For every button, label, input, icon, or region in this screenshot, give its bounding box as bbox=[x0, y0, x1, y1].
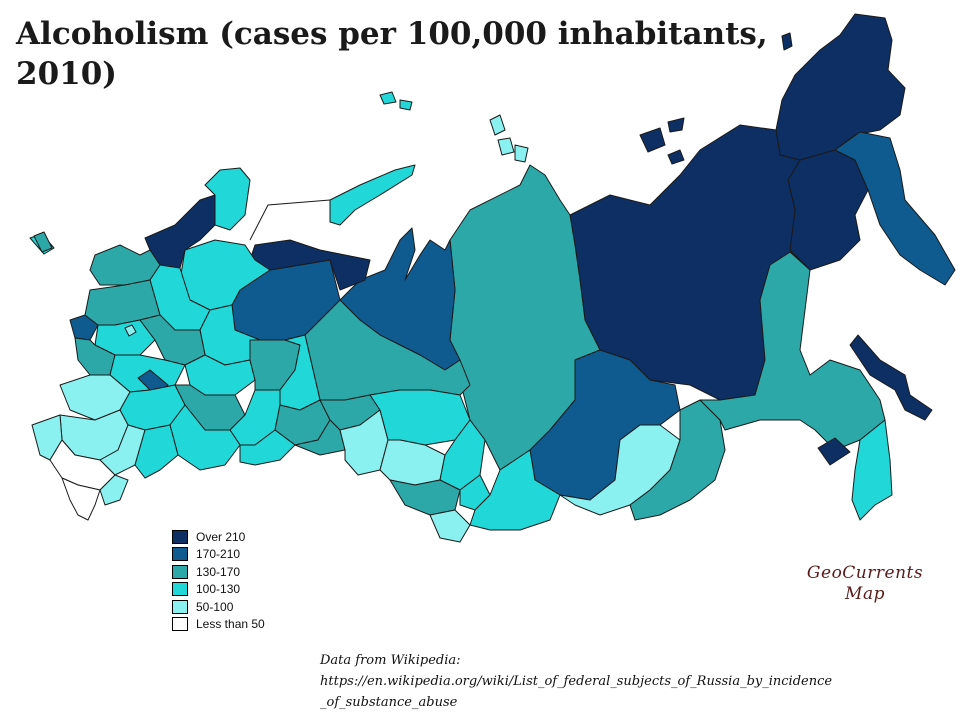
legend-row-less-than-50: Less than 50 bbox=[172, 616, 265, 634]
russia-map bbox=[29, 13, 956, 543]
map-title-line-2: 2010) bbox=[16, 56, 117, 92]
region-novosibirsk[interactable] bbox=[379, 439, 446, 486]
region-sakhalin[interactable] bbox=[849, 334, 933, 421]
source-url-line-2[interactable]: _of_substance_abuse bbox=[320, 695, 458, 710]
source-url-line-1[interactable]: https://en.wikipedia.org/wiki/List_of_fe… bbox=[320, 674, 833, 689]
legend-label: 170-210 bbox=[196, 547, 241, 562]
region-orenburg[interactable] bbox=[239, 429, 296, 466]
credit-line-2: Map bbox=[845, 584, 885, 604]
map-title-line-1: Alcoholism (cases per 100,000 inhabitant… bbox=[16, 16, 768, 52]
legend-row-100-130: 100-130 bbox=[172, 581, 265, 599]
region-north-caucasus[interactable] bbox=[61, 477, 101, 521]
legend-swatch bbox=[172, 564, 188, 579]
region-pskov[interactable] bbox=[69, 314, 99, 341]
source-line-1: Data from Wikipedia: bbox=[320, 653, 461, 668]
legend-label: 50-100 bbox=[196, 599, 234, 614]
legend-row-50-100: 50-100 bbox=[172, 598, 265, 616]
legend: Over 210 170-210 130-170 100-130 50-100 … bbox=[172, 528, 265, 633]
legend-row-130-170: 130-170 bbox=[172, 563, 265, 581]
region-karelia[interactable] bbox=[204, 167, 251, 231]
legend-row-170-210: 170-210 bbox=[172, 546, 265, 564]
region-tuva[interactable] bbox=[469, 449, 561, 531]
region-moscow[interactable] bbox=[124, 324, 137, 337]
legend-swatch bbox=[172, 529, 188, 544]
region-astrakhan[interactable] bbox=[134, 424, 179, 479]
region-altai-republic[interactable] bbox=[429, 509, 471, 543]
legend-label: Less than 50 bbox=[196, 617, 265, 632]
legend-swatch bbox=[172, 547, 188, 562]
data-source-note: Data from Wikipedia: https://en.wikipedi… bbox=[320, 650, 940, 713]
region-new-siberian-islands[interactable] bbox=[639, 117, 685, 165]
legend-swatch bbox=[172, 582, 188, 597]
region-leningrad[interactable] bbox=[89, 244, 161, 286]
legend-label: Over 210 bbox=[196, 529, 246, 544]
region-kaliningrad[interactable] bbox=[33, 231, 53, 253]
legend-swatch bbox=[172, 617, 188, 632]
legend-label: 130-170 bbox=[196, 564, 241, 579]
region-altai-krai[interactable] bbox=[389, 479, 461, 516]
region-wrangel-island[interactable] bbox=[781, 32, 793, 51]
legend-row-over-210: Over 210 bbox=[172, 528, 265, 546]
geocurrents-credit: GeoCurrents Map bbox=[770, 563, 960, 605]
credit-line-1: GeoCurrents bbox=[806, 563, 924, 583]
region-primorsky[interactable] bbox=[851, 419, 893, 521]
region-magadan[interactable] bbox=[787, 149, 869, 271]
legend-swatch bbox=[172, 599, 188, 614]
legend-label: 100-130 bbox=[196, 582, 241, 597]
region-severnaya-zemlya[interactable] bbox=[489, 114, 529, 163]
region-dagestan[interactable] bbox=[99, 474, 129, 506]
arctic-connector-line bbox=[249, 199, 331, 241]
region-kamchatka[interactable] bbox=[834, 131, 956, 286]
map-title: Alcoholism (cases per 100,000 inhabitant… bbox=[16, 14, 796, 94]
region-novaya-zemlya[interactable] bbox=[329, 164, 416, 226]
region-jewish-ao[interactable] bbox=[817, 437, 851, 466]
